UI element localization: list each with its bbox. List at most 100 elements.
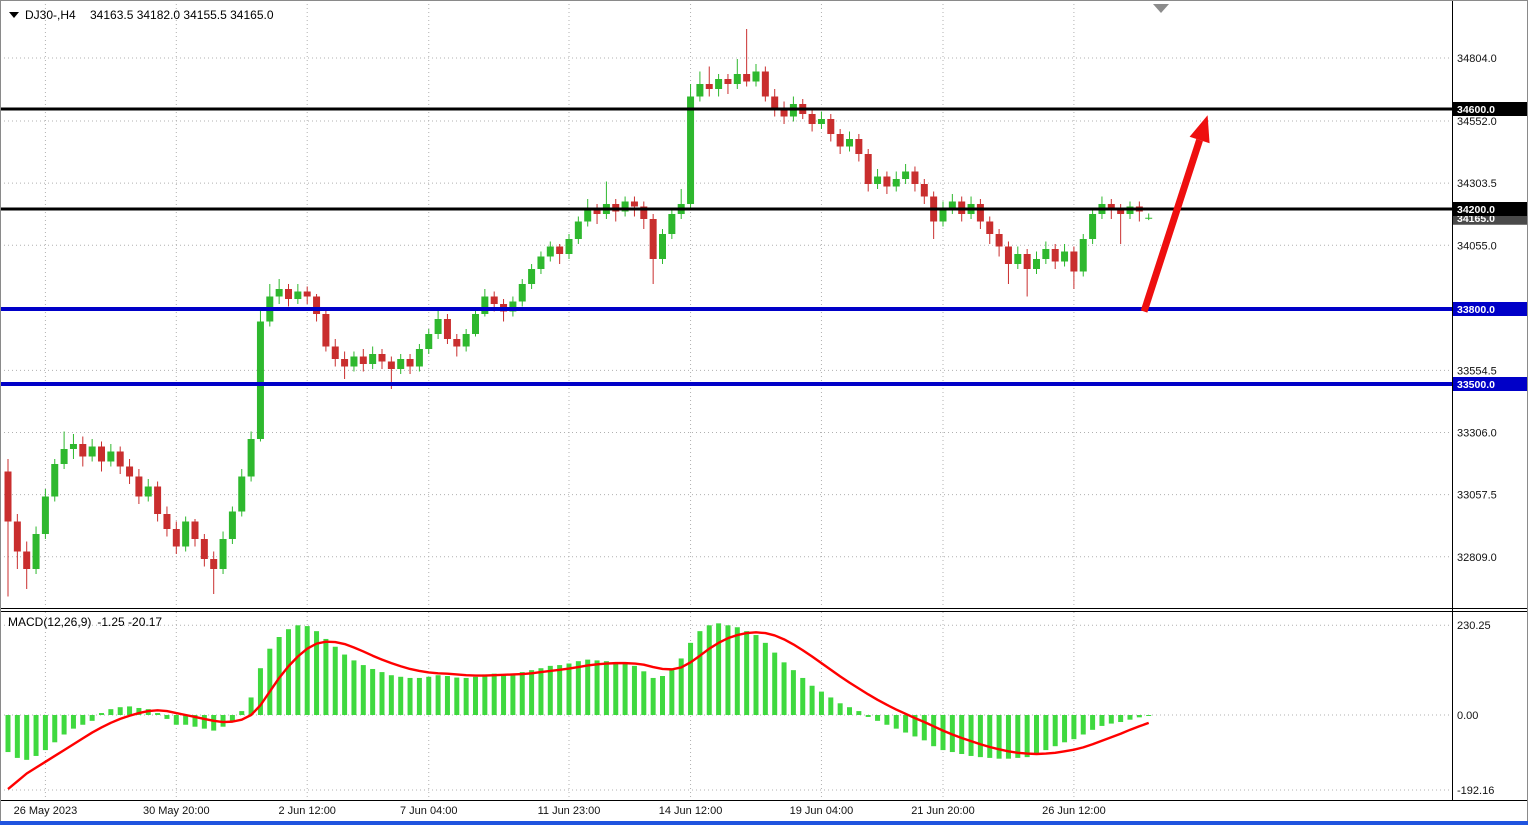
macd-histogram-bar: [585, 659, 591, 715]
candle-body: [350, 356, 358, 367]
macd-histogram-bar: [837, 703, 843, 715]
macd-histogram-bar: [267, 648, 273, 715]
macd-histogram-bar: [332, 646, 338, 715]
ohlc-readout: 34163.5 34182.0 34155.5 34165.0: [90, 8, 274, 22]
candle-body: [752, 71, 760, 82]
candle-body: [593, 209, 601, 214]
trend-arrow-shaft[interactable]: [1140, 138, 1203, 313]
macd-histogram-bar: [117, 707, 123, 715]
candle-body: [761, 71, 769, 97]
macd-histogram-bar: [1034, 715, 1039, 754]
candle-body: [313, 296, 321, 314]
macd-histogram-bar: [828, 697, 834, 715]
candle-body: [294, 291, 302, 299]
candle-body: [126, 466, 134, 477]
macd-histogram-bar: [444, 676, 450, 715]
candle-body: [537, 256, 545, 269]
candle-body: [528, 269, 536, 284]
trend-arrow-head[interactable]: [1189, 115, 1210, 144]
macd-signal-line: [7, 631, 1150, 791]
macd-histogram-bar: [697, 631, 703, 715]
candle-body: [406, 359, 414, 367]
candle-body: [827, 119, 835, 134]
macd-histogram-bar: [164, 715, 170, 719]
candle-body: [518, 284, 526, 302]
candle-body: [780, 109, 788, 117]
candle-body: [892, 179, 900, 187]
macd-histogram-bar: [388, 675, 394, 715]
candle-body: [79, 444, 87, 457]
candle-body: [1014, 254, 1022, 264]
candle-body: [668, 214, 676, 234]
candle-body: [472, 314, 479, 334]
candle-body: [172, 529, 180, 547]
macd-histogram-bar: [529, 670, 535, 715]
price-level-label: 33800.0: [1457, 304, 1495, 316]
macd-histogram-bar: [968, 715, 974, 756]
macd-histogram-bar: [772, 652, 778, 715]
macd-histogram-bar: [1146, 715, 1152, 716]
macd-histogram-bar: [678, 658, 684, 715]
time-axis-label: 19 Jun 04:00: [790, 805, 854, 817]
candle-body: [1089, 214, 1097, 239]
candle-body: [98, 446, 105, 462]
macd-histogram-bar: [61, 715, 67, 735]
candle-body: [200, 539, 208, 559]
macd-histogram-bar: [398, 676, 404, 715]
scroll-to-end-icon[interactable]: [1153, 4, 1169, 13]
macd-histogram-bar: [304, 626, 310, 715]
macd-histogram-bar: [809, 685, 815, 715]
macd-histogram-bar: [996, 715, 1002, 759]
macd-histogram-bar: [575, 661, 581, 715]
price-axis-label: 33057.5: [1457, 490, 1497, 502]
macd-histogram-bar: [1071, 715, 1077, 740]
candle-body: [659, 234, 666, 259]
time-axis-label: 14 Jun 12:00: [659, 805, 723, 817]
candle-body: [191, 521, 199, 539]
price-level-label: 34600.0: [1457, 104, 1495, 116]
candle-body: [1023, 254, 1031, 269]
macd-histogram-bar: [463, 677, 469, 715]
macd-histogram-bar: [613, 662, 619, 715]
price-level-label-box: [1453, 302, 1527, 316]
macd-histogram-bar: [1080, 715, 1086, 735]
candle-body: [1070, 251, 1078, 272]
symbol-dropdown-icon[interactable]: [9, 12, 19, 18]
macd-histogram-bar: [1099, 715, 1105, 726]
candle-body: [1061, 251, 1069, 262]
candle-body: [69, 444, 77, 449]
macd-histogram-bar: [1005, 715, 1011, 759]
macd-histogram-bar: [510, 673, 516, 715]
candle-body: [883, 176, 891, 187]
macd-histogram-bar: [248, 697, 254, 715]
macd-histogram-bar: [323, 638, 329, 715]
candle-body: [182, 521, 190, 547]
candle-body: [546, 246, 554, 257]
macd-histogram-bar: [706, 625, 712, 715]
price-axis-label: 34055.0: [1457, 240, 1497, 252]
macd-histogram-bar: [669, 668, 675, 715]
macd-histogram-bar: [1127, 715, 1133, 720]
candle-body: [640, 206, 648, 219]
candle-body: [32, 534, 40, 569]
candle-body: [219, 539, 227, 569]
macd-histogram-bar: [800, 677, 806, 715]
price-level-label-box: [1453, 102, 1527, 116]
macd-histogram-bar: [893, 715, 899, 729]
candle-body: [359, 356, 367, 364]
candle-body: [939, 209, 947, 222]
candle-body: [864, 154, 872, 184]
candle-body: [60, 449, 68, 464]
macd-histogram-bar: [912, 715, 918, 737]
candle-body: [986, 221, 994, 234]
candle-body: [948, 201, 956, 209]
macd-axis-label: 0.00: [1457, 710, 1478, 722]
candle-body: [88, 446, 96, 457]
candle-body: [144, 486, 152, 497]
candle-body: [462, 334, 470, 347]
candle-body: [415, 349, 423, 367]
price-axis-label: 34303.5: [1457, 178, 1497, 190]
candle-body: [387, 361, 395, 369]
macd-histogram-bar: [99, 713, 104, 715]
